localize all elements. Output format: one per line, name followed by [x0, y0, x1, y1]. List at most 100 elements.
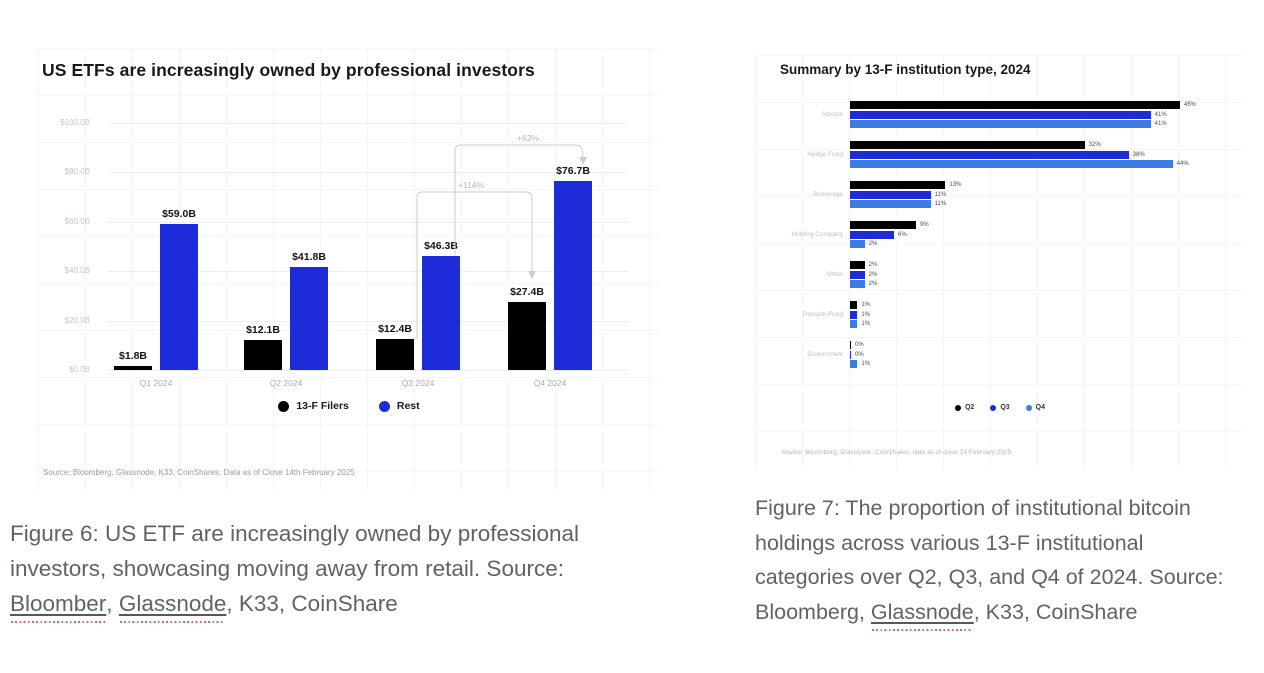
y-gridline — [108, 123, 628, 124]
bar-q4-hedge-fund — [850, 160, 1173, 168]
caption-text: Figure 6: US ETF are increasingly owned … — [10, 521, 580, 581]
bar-value-label: 11% — [934, 191, 947, 198]
y-gridline — [108, 271, 628, 273]
bar-q2-brokerage — [850, 181, 946, 189]
y-gridline — [108, 320, 628, 322]
bar-value-label: 1% — [861, 361, 870, 367]
bar-value-label: 0% — [855, 342, 864, 348]
bar-q2-government — [850, 341, 851, 349]
bar-q4-government — [850, 360, 858, 368]
caption-text: , K33, CoinShare — [973, 599, 1138, 624]
bar-value-label: 13% — [949, 182, 962, 188]
fig7-legend: Q2 Q3 Q4 — [755, 404, 1245, 411]
bar-q2-other — [850, 261, 865, 269]
legend-label: Q2 — [964, 404, 975, 411]
fig6-source-note: Source: Bloomberg, Glassnode, K33, CoinS… — [43, 468, 355, 477]
bar-value-label: 1% — [861, 311, 870, 318]
fig7-caption: Figure 7: The proportion of institutiona… — [755, 491, 1247, 631]
y-axis-tick-label: $100.0B — [60, 118, 90, 127]
category-label: Government — [807, 351, 843, 358]
bar-13-f-filers-1 — [114, 365, 152, 370]
legend-item: Rest — [378, 400, 420, 412]
bar-13-f-filers-3 — [376, 339, 414, 370]
legend-dot — [278, 400, 290, 412]
bar-q4-brokerage — [850, 200, 931, 208]
bar-value-label: $12.1B — [246, 324, 280, 337]
caption-link[interactable]: Glassnode — [871, 595, 974, 631]
legend-dot — [954, 404, 961, 411]
bar-value-label: 11% — [934, 201, 947, 207]
y-gridline — [108, 370, 628, 371]
bar-rest-4 — [554, 180, 592, 370]
annotation-label-114: +114% — [458, 180, 485, 190]
legend-item: Q4 — [1025, 404, 1046, 411]
bar-value-label: 38% — [1132, 151, 1145, 158]
category-label: Other — [826, 271, 843, 278]
bar-value-label: 32% — [1088, 142, 1101, 148]
y-axis-tick-label: $40.0B — [64, 266, 90, 276]
bar-q3-other — [850, 270, 865, 279]
bar-q3-holding-company — [850, 230, 894, 239]
bar-value-label: 2% — [868, 262, 878, 268]
bar-q3-hedge-fund — [850, 150, 1129, 159]
legend-label: Q4 — [1035, 404, 1046, 411]
annotation-label-62: +62% — [517, 133, 539, 143]
y-gridline — [108, 172, 628, 174]
bar-q3-advisor — [850, 110, 1151, 119]
bar-rest-2 — [290, 266, 328, 370]
x-axis-tick-label: Q4 2024 — [533, 378, 567, 388]
bar-value-label: $76.7B — [556, 164, 590, 177]
fig7-chart-title: Summary by 13-F institution type, 2024 — [780, 62, 1031, 77]
legend-dot — [1025, 404, 1032, 411]
bar-value-label: 9% — [920, 222, 929, 228]
fig6-chart: US ETFs are increasingly owned by profes… — [38, 48, 660, 490]
category-label: Brokerage — [813, 191, 843, 198]
bar-rest-1 — [160, 224, 198, 370]
y-axis-tick-label: $80.0B — [64, 167, 90, 177]
y-axis-tick-label: $20.0B — [64, 315, 90, 325]
bar-value-label: 41% — [1154, 111, 1167, 118]
fig6-chart-title: US ETFs are increasingly owned by profes… — [42, 60, 535, 80]
bar-value-label: 2% — [868, 281, 878, 287]
legend-label: Rest — [396, 400, 420, 412]
y-gridline — [108, 221, 628, 223]
bar-value-label: 1% — [861, 321, 870, 327]
category-label: Advisor — [821, 111, 843, 118]
bar-value-label: 41% — [1154, 121, 1167, 127]
caption-link[interactable]: Bloomber — [10, 586, 106, 623]
bar-value-label: 2% — [868, 241, 878, 247]
y-axis-tick-label: $60.0B — [64, 216, 90, 226]
category-label: Holding Company — [791, 231, 843, 238]
caption-link[interactable]: Glassnode — [119, 586, 226, 623]
x-axis-tick-label: Q3 2024 — [401, 378, 435, 388]
fig6-legend: 13-F Filers Rest — [38, 400, 660, 412]
bar-q4-holding-company — [850, 240, 865, 248]
legend-item: Q2 — [954, 404, 975, 411]
bar-value-label: $59.0B — [162, 208, 196, 221]
x-axis-tick-label: Q2 2024 — [269, 378, 303, 388]
bar-value-label: $41.8B — [292, 250, 326, 263]
annotation-arrowhead-114 — [528, 271, 536, 279]
bar-q3-brokerage — [850, 190, 931, 199]
bar-value-label: $46.3B — [424, 239, 458, 252]
legend-item: Q3 — [990, 404, 1010, 411]
bar-value-label: $1.8B — [118, 349, 148, 362]
bar-q4-other — [850, 280, 865, 288]
fig7-source-note: Source: Bloomberg, Glassnode, CoinShares… — [781, 449, 1012, 456]
bar-q2-pension-fund — [850, 301, 858, 309]
bar-q4-pension-fund — [850, 320, 858, 328]
category-label: Hedge Fund — [807, 151, 843, 158]
caption-text: , K33, CoinShare — [226, 591, 398, 616]
fig6-caption: Figure 6: US ETF are increasingly owned … — [10, 516, 662, 623]
bar-value-label: 0% — [855, 351, 864, 358]
bar-value-label: 1% — [861, 302, 870, 308]
bar-q2-holding-company — [850, 221, 916, 229]
bar-value-label: $12.4B — [378, 323, 412, 336]
x-axis-tick-label: Q1 2024 — [139, 378, 173, 388]
bar-value-label: 45% — [1184, 102, 1197, 108]
bar-value-label: 6% — [898, 231, 907, 238]
bar-13-f-filers-4 — [508, 302, 546, 370]
bar-q3-government — [850, 350, 851, 359]
caption-text: Figure 7: The proportion of institutiona… — [755, 496, 1224, 624]
